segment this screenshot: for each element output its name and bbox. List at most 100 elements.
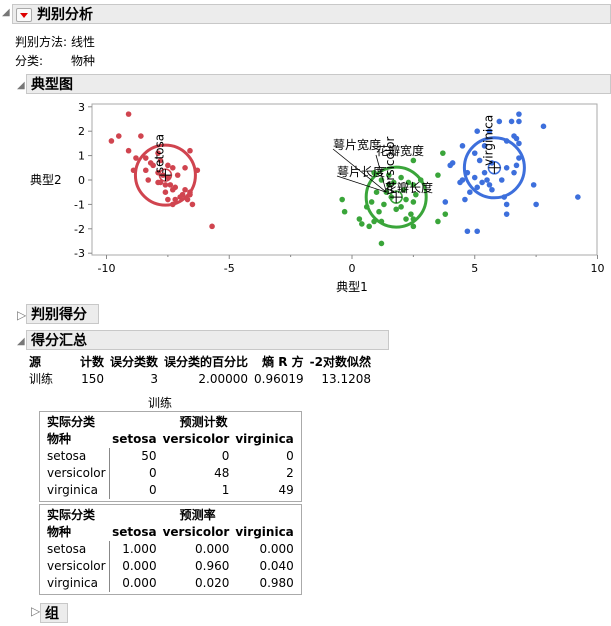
col-header: virginica <box>235 432 294 446</box>
data-point-versicolor <box>376 208 382 215</box>
scores-header[interactable]: 判别得分 <box>26 304 99 324</box>
collapse-icon[interactable]: ◢ <box>17 336 25 347</box>
data-point-setosa <box>169 186 176 193</box>
data-point-versicolor <box>381 201 387 208</box>
col-header: virginica <box>235 525 294 539</box>
cell: 49 <box>278 483 294 497</box>
red-menu-icon[interactable] <box>16 8 32 22</box>
col-header: 误分类的百分比 <box>164 355 249 369</box>
data-point-versicolor <box>408 211 414 217</box>
collapse-icon[interactable]: ◢ <box>17 80 25 91</box>
centroid-marker-virginica <box>488 161 501 174</box>
data-point-setosa <box>125 111 132 117</box>
table-row: setosa 1.000 0.000 0.000 <box>44 541 297 558</box>
data-point-virginica <box>471 174 478 181</box>
data-point-virginica <box>516 111 522 117</box>
cell: 1.000 <box>108 541 160 558</box>
y-axis-label: 典型2 <box>30 173 62 187</box>
cell: 0.000 <box>108 575 160 592</box>
cell: 48 <box>214 466 230 480</box>
data-point-virginica <box>471 150 478 156</box>
summary-header[interactable]: 得分汇总 <box>26 330 389 350</box>
data-point-virginica <box>489 186 495 193</box>
table-row: versicolor 0.000 0.960 0.040 <box>44 558 297 575</box>
discriminant-header[interactable]: 判别分析 <box>12 4 611 24</box>
data-point-virginica <box>457 179 463 186</box>
data-point-setosa <box>187 147 193 154</box>
data-point-setosa <box>182 165 188 171</box>
data-point-versicolor <box>373 189 380 195</box>
expand-icon[interactable]: ▷ <box>17 308 27 322</box>
cell: 0 <box>108 482 160 499</box>
data-point-virginica <box>464 228 471 235</box>
x-tick-label: 0 <box>349 262 356 275</box>
groups-header[interactable]: 组 <box>40 603 68 623</box>
col-header: 计数 <box>80 355 105 369</box>
data-point-setosa <box>125 147 132 154</box>
x-tick-label: 10 <box>591 262 605 275</box>
x-tick-label: 5 <box>471 262 478 275</box>
col-header: setosa <box>112 525 157 539</box>
data-point-virginica <box>474 128 481 134</box>
data-point-virginica <box>513 135 520 142</box>
canonical-header[interactable]: 典型图 <box>26 74 611 94</box>
col-header: 源 <box>29 355 42 369</box>
data-point-setosa <box>189 201 196 208</box>
data-point-versicolor <box>390 179 397 186</box>
centroid-marker-versicolor <box>390 191 403 204</box>
cell: 0.960 <box>195 559 230 573</box>
plot-frame <box>91 103 598 256</box>
data-point-virginica <box>474 228 481 235</box>
x-tick-label: -10 <box>98 262 116 275</box>
biplot-ray <box>332 148 387 193</box>
data-point-versicolor <box>339 196 345 203</box>
pred-label: 预测计数 <box>179 415 228 429</box>
data-point-setosa <box>165 196 171 203</box>
confidence-circle-versicolor <box>364 165 428 229</box>
y-tick-label: 3 <box>78 101 85 114</box>
cell: versicolor <box>47 559 106 573</box>
x-axis-label: 典型1 <box>336 280 368 294</box>
data-point-virginica <box>474 184 481 191</box>
data-point-versicolor <box>403 196 409 203</box>
centroid-label-setosa: setosa <box>152 134 166 173</box>
data-point-virginica <box>530 182 537 188</box>
data-point-virginica <box>484 177 490 183</box>
cell: 13.1208 <box>321 372 372 386</box>
collapse-icon[interactable]: ◢ <box>2 7 10 18</box>
data-point-versicolor <box>393 206 399 213</box>
expand-icon[interactable]: ▷ <box>31 604 41 618</box>
data-point-virginica <box>486 128 493 134</box>
col-header: versicolor <box>162 525 230 539</box>
data-point-versicolor <box>386 182 392 188</box>
data-point-setosa <box>155 150 161 156</box>
data-point-virginica <box>516 140 522 147</box>
method-value: 线性 <box>71 35 96 49</box>
biplot-ray-label: 萼片宽度 <box>333 137 381 152</box>
cell: 0.000 <box>195 542 230 556</box>
cell: 3 <box>150 372 159 386</box>
table-row: virginica 0 1 49 <box>44 482 297 499</box>
class-label: 分类: <box>15 54 44 68</box>
data-point-virginica <box>481 169 488 176</box>
data-point-versicolor <box>410 182 417 188</box>
y-tick-label: 0 <box>78 174 85 187</box>
data-point-setosa <box>167 182 174 188</box>
x-tick-label: -5 <box>224 262 235 275</box>
data-point-versicolor <box>410 223 417 230</box>
data-point-virginica <box>540 123 547 130</box>
col-header: -2对数似然 <box>309 355 372 369</box>
col-header: 误分类数 <box>110 355 159 369</box>
cell: 0.96019 <box>254 372 304 386</box>
data-point-setosa <box>150 162 156 169</box>
cell: 0.000 <box>108 558 160 575</box>
cell: 0 <box>221 449 230 463</box>
data-point-versicolor <box>405 179 412 186</box>
data-point-virginica <box>479 179 485 186</box>
data-point-setosa <box>138 133 144 139</box>
centroid-marker-setosa <box>159 169 172 182</box>
data-point-versicolor <box>403 216 409 222</box>
data-point-virginica <box>513 162 520 169</box>
col-header: setosa <box>112 432 157 446</box>
data-point-setosa <box>145 177 152 183</box>
